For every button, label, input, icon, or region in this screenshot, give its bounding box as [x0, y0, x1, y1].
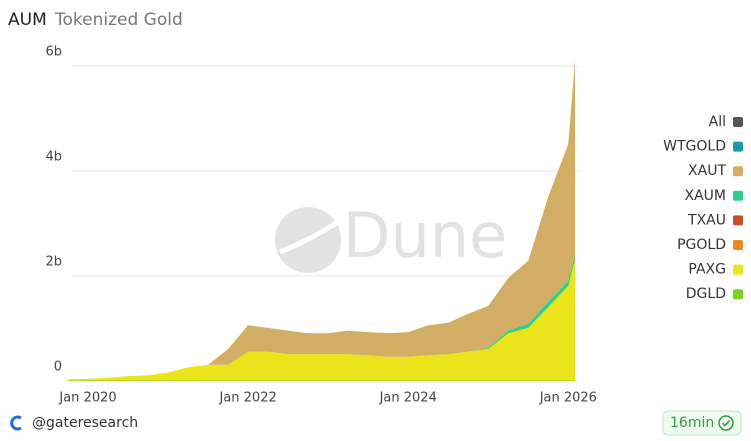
legend-swatch [733, 190, 743, 201]
legend-label: TXAU [687, 212, 726, 228]
legend-label: XAUT [688, 163, 726, 179]
x-tick-label: Jan 2026 [539, 391, 597, 406]
area [68, 380, 575, 381]
badge-check [721, 419, 731, 427]
legend-label: WTGOLD [663, 139, 726, 155]
legend-swatch [733, 240, 743, 250]
x-tick-label: Jan 2024 [379, 391, 437, 406]
area [68, 259, 575, 381]
legend-swatch [733, 166, 743, 177]
legend-label: All [709, 114, 726, 130]
y-tick-label: 4b [45, 149, 62, 164]
badge-icon [718, 415, 734, 431]
legend-swatch [733, 141, 743, 152]
chart-subtitle: Tokenized Gold [54, 10, 183, 30]
y-tick-label: 2b [45, 254, 62, 269]
y-tick-label: 0 [54, 360, 62, 375]
footer-handle: @gateresearch [32, 415, 138, 431]
legend-swatch [733, 215, 743, 226]
legend-label: DGLD [686, 286, 726, 302]
watermark-text: Dune [343, 199, 507, 272]
watermark-logo-stroke [279, 219, 340, 255]
y-tick-label: 6b [45, 44, 62, 59]
footer: @gateresearch 16min [10, 410, 742, 436]
legend-label: PGOLD [677, 237, 726, 253]
footer-logo [10, 415, 22, 431]
badge-text: 16min [670, 415, 714, 431]
chart-title: AUM [8, 10, 47, 30]
watermark: Dune [275, 199, 507, 273]
legend-label: XAUM [685, 188, 727, 204]
legend-swatch [733, 264, 743, 275]
legend-swatch [733, 117, 743, 127]
legend-label: PAXG [688, 262, 726, 278]
x-tick-label: Jan 2022 [218, 391, 276, 406]
x-tick-label: Jan 2020 [58, 391, 116, 406]
legend-swatch [733, 289, 743, 300]
plot: 0 2b 4b 6b Jan 2020 Jan 2022 Jan 2024 Jan 2026 A… [45, 44, 743, 406]
